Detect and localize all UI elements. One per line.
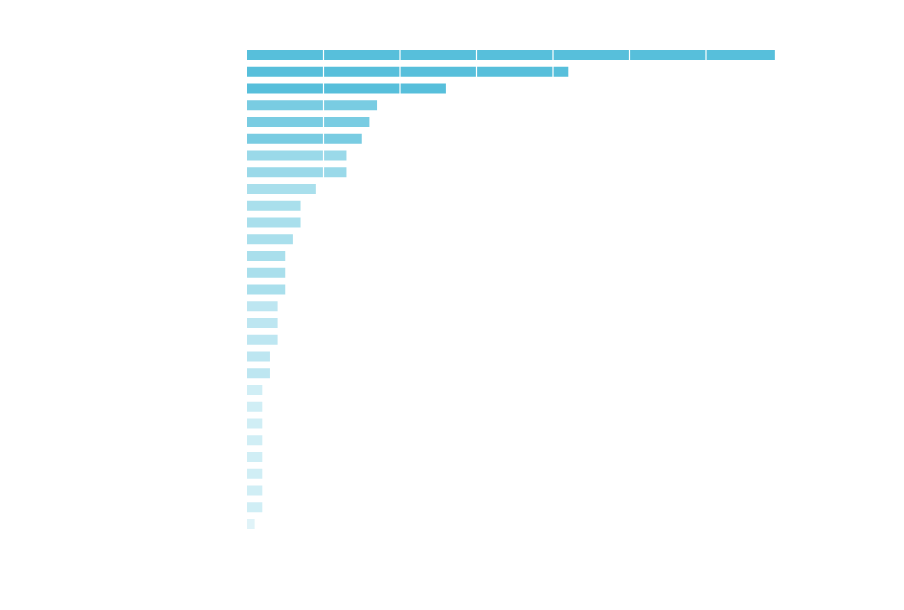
bar	[247, 184, 316, 194]
bar	[247, 418, 263, 429]
bar	[247, 301, 278, 312]
bar	[247, 200, 301, 211]
bar	[247, 401, 263, 412]
bar	[247, 435, 263, 446]
bar	[247, 318, 278, 328]
bar	[247, 519, 255, 529]
bar	[247, 217, 301, 228]
bar	[247, 100, 378, 111]
bar	[247, 267, 286, 278]
bar	[247, 385, 263, 395]
bar	[247, 251, 286, 261]
bar	[247, 117, 370, 127]
bar	[247, 133, 362, 144]
bar	[247, 334, 278, 345]
bar	[247, 66, 569, 77]
bar	[247, 368, 270, 379]
bar	[247, 234, 293, 245]
bar	[247, 468, 263, 479]
bar	[247, 452, 263, 462]
bar	[247, 502, 263, 513]
bar	[247, 351, 270, 362]
bar	[247, 150, 347, 161]
bar	[247, 50, 775, 60]
bar	[247, 167, 347, 178]
bar	[247, 284, 286, 295]
bar	[247, 485, 263, 496]
bar	[247, 83, 446, 94]
